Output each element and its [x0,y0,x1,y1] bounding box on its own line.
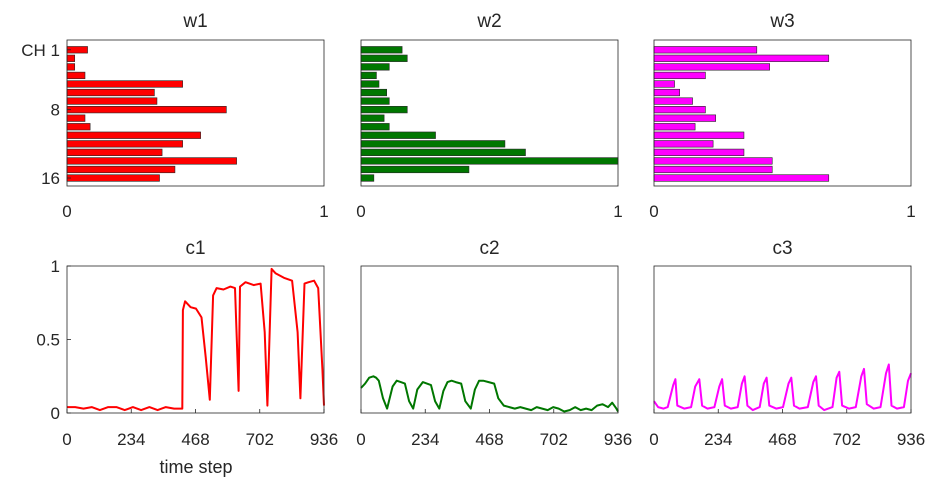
x-tick-label: 1 [613,202,622,221]
bar-ch11 [653,131,745,139]
axes-frame [653,265,912,414]
axes-frame [360,265,619,414]
bar-ch13 [360,148,526,156]
y-tick-label: 1 [51,257,60,276]
bar-ch2 [360,54,408,62]
bar-ch6 [653,88,681,97]
bar-ch7 [653,97,693,105]
y-tick-label: 16 [41,169,60,188]
bar-ch5 [66,80,183,88]
chart-title: c1 [185,238,205,259]
bar-ch3 [66,63,76,71]
bar-ch8 [66,106,227,114]
bar-ch16 [360,174,375,182]
x-tick-label: 0 [62,430,71,449]
bar-ch6 [66,88,155,97]
x-tick-label: 936 [310,430,338,449]
bar-ch16 [653,174,830,182]
chart-title: w1 [182,11,207,32]
bar-ch7 [360,97,390,105]
bar-ch9 [653,114,716,122]
bar-ch8 [360,106,408,114]
bar-ch13 [653,148,745,156]
bar-ch11 [66,131,201,139]
axes-frame [66,39,325,187]
bar-ch14 [653,157,773,165]
bar-ch5 [653,80,675,88]
x-tick-label: 234 [704,430,732,449]
x-tick-label: 702 [833,430,861,449]
bar-ch5 [360,80,380,88]
bar-ch2 [653,54,830,62]
axes-frame [66,265,325,414]
bar-ch4 [66,71,86,80]
x-tick-label: 234 [411,430,439,449]
bar-ch12 [360,140,506,148]
bar-ch8 [653,106,706,114]
y-tick-label: 0.5 [36,331,60,350]
bar-ch4 [360,71,377,80]
bar-ch13 [66,148,163,156]
x-tick-label: 0 [62,202,71,221]
series-line-c3 [653,363,912,412]
x-tick-label: 936 [897,430,925,449]
x-tick-label: 0 [649,202,658,221]
bar-ch2 [66,54,76,62]
bar-ch10 [653,123,696,131]
x-tick-label: 1 [906,202,915,221]
bar-ch3 [360,63,390,71]
bar-ch9 [360,114,385,122]
x-tick-label: 702 [540,430,568,449]
axes-frame [360,39,619,187]
bar-ch11 [360,131,436,139]
series-line-c1 [67,267,325,412]
bar-ch1 [360,46,403,54]
bar-ch10 [360,123,390,131]
bar-ch12 [653,140,714,148]
chart-title: c3 [772,238,792,259]
x-tick-label: 234 [117,430,145,449]
chart-title: w2 [476,11,501,32]
bar-ch9 [66,114,86,122]
bar-ch15 [653,165,773,174]
chart-title: w3 [769,11,794,32]
x-tick-label: 702 [246,430,274,449]
x-tick-label: 468 [475,430,503,449]
y-tick-label: 0 [51,404,60,423]
bar-ch15 [360,165,470,174]
chart-title: c2 [479,238,499,259]
x-tick-label: 936 [604,430,632,449]
bar-ch7 [66,97,158,105]
y-tick-label: CH 1 [21,41,60,60]
x-tick-label: 468 [181,430,209,449]
x-tick-label: 1 [319,202,328,221]
y-tick-label: 8 [51,101,60,120]
bar-ch14 [360,157,619,165]
bar-ch6 [360,88,388,97]
x-axis-label: time step [159,457,232,477]
series-line-c2 [360,375,619,413]
axes-frame [653,39,912,187]
x-tick-label: 0 [356,202,365,221]
bar-ch10 [66,123,91,131]
bar-ch15 [66,165,176,174]
x-tick-label: 0 [356,430,365,449]
bar-ch12 [66,140,183,148]
x-tick-label: 0 [649,430,658,449]
bar-ch14 [66,157,237,165]
bar-ch16 [66,174,160,182]
x-tick-label: 468 [768,430,796,449]
bar-ch3 [653,63,770,71]
bar-ch4 [653,71,706,80]
bar-ch1 [653,46,758,54]
